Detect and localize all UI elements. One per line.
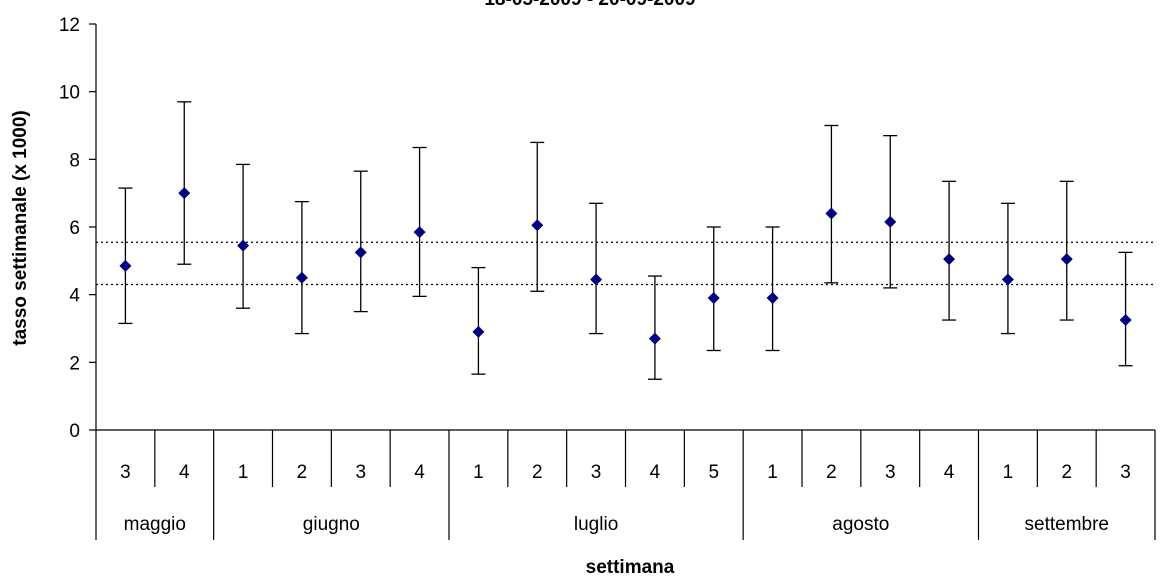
x-tick-label-week: 1 (767, 462, 778, 483)
x-tick-label-week: 3 (591, 462, 602, 483)
data-point-marker (648, 332, 661, 345)
data-point-marker (707, 292, 720, 305)
data-point-marker (178, 187, 191, 200)
y-tick-label: 12 (59, 15, 80, 36)
x-tick-label-week: 4 (650, 462, 661, 483)
x-tick-label-week: 4 (944, 462, 955, 483)
data-point-marker (825, 207, 838, 220)
data-point-marker (766, 292, 779, 305)
data-point-marker (884, 215, 897, 228)
x-tick-label-week: 1 (473, 462, 484, 483)
data-point-marker (1060, 253, 1073, 266)
data-point-marker (413, 226, 426, 239)
y-tick-label: 2 (69, 353, 80, 374)
data-point-marker (354, 246, 367, 259)
x-tick-label-week: 2 (1061, 462, 1072, 483)
x-tick-label-week: 4 (414, 462, 425, 483)
x-tick-label-week: 2 (532, 462, 543, 483)
data-point-marker (531, 219, 544, 232)
data-point-marker (590, 273, 603, 286)
x-tick-label-month: giugno (303, 514, 360, 535)
x-tick-label-month: agosto (832, 514, 889, 535)
x-tick-label-week: 2 (826, 462, 837, 483)
data-point-marker (237, 239, 250, 252)
x-tick-label-week: 5 (708, 462, 719, 483)
x-tick-label-week: 3 (885, 462, 896, 483)
y-tick-label: 8 (69, 150, 80, 171)
x-tick-label-week: 4 (179, 462, 190, 483)
x-tick-label-week: 1 (1003, 462, 1014, 483)
x-tick-label-week: 3 (120, 462, 131, 483)
y-tick-label: 4 (69, 286, 80, 307)
x-axis-title: settimana (586, 557, 675, 578)
data-point-marker (1119, 314, 1132, 327)
chart-title: 18-05-2009 - 20-09-2009 (484, 0, 695, 10)
data-point-marker (943, 253, 956, 266)
y-tick-label: 10 (59, 83, 80, 104)
x-tick-label-week: 3 (1120, 462, 1131, 483)
data-point-marker (295, 271, 308, 284)
x-tick-label-week: 1 (238, 462, 249, 483)
x-tick-label-week: 3 (355, 462, 366, 483)
x-tick-label-month: luglio (574, 514, 618, 535)
data-point-marker (119, 259, 132, 272)
data-point-marker (472, 325, 485, 338)
y-axis-title: tasso settimanale (x 1000) (10, 110, 31, 346)
y-tick-label: 0 (69, 421, 80, 442)
x-tick-label-month: settembre (1025, 514, 1109, 535)
x-tick-label-week: 2 (297, 462, 308, 483)
y-tick-label: 6 (69, 218, 80, 239)
data-point-marker (1001, 273, 1014, 286)
x-tick-label-month: maggio (124, 514, 186, 535)
